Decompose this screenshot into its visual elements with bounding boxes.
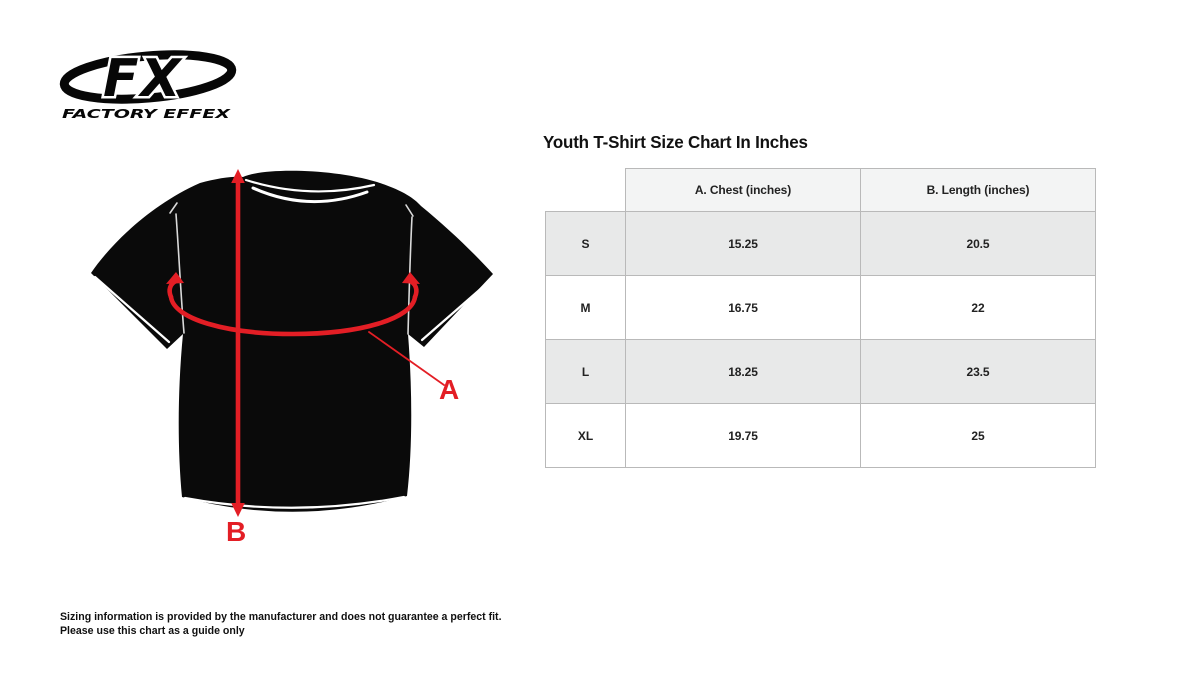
factory-effex-logo: FX FACTORY EFFEX: [59, 48, 237, 121]
cell-length: 25: [860, 403, 1096, 468]
length-arrowhead-top: [231, 169, 245, 183]
cell-size: M: [545, 275, 626, 340]
cell-length: 20.5: [860, 211, 1096, 276]
tape-arrowhead-right: [402, 272, 420, 284]
table-row-l: L 18.25 23.5: [545, 339, 1096, 404]
logo-fx-text: FX: [103, 49, 184, 109]
col-header-chest: A. Chest (inches): [625, 168, 861, 212]
label-a-leader-line: [368, 331, 445, 386]
table-row-m: M 16.75 22: [545, 275, 1096, 340]
cell-chest: 19.75: [625, 403, 861, 468]
cell-length: 23.5: [860, 339, 1096, 404]
col-header-size: [546, 169, 626, 212]
tshirt-measurement-diagram: A B: [91, 169, 494, 547]
cell-chest: 15.25: [625, 211, 861, 276]
length-measure-arrow: [231, 169, 245, 517]
logo-brand-text: FACTORY EFFEX: [62, 107, 231, 121]
length-arrowhead-bottom: [231, 503, 245, 517]
cell-chest: 16.75: [625, 275, 861, 340]
logo-oval: [59, 50, 237, 104]
cell-chest: 18.25: [625, 339, 861, 404]
col-header-length: B. Length (inches): [860, 168, 1096, 212]
length-label-b: B: [226, 516, 246, 547]
cell-size: XL: [545, 403, 626, 468]
tshirt-silhouette: [91, 170, 493, 512]
size-chart-table: A. Chest (inches) B. Length (inches) S 1…: [545, 168, 1096, 468]
disclaimer-line2: Please use this chart as a guide only: [60, 624, 245, 637]
chest-measure-tape: [166, 272, 445, 386]
table-row-s: S 15.25 20.5: [545, 211, 1096, 276]
disclaimer: Sizing information is provided by the ma…: [60, 611, 502, 638]
chest-label-a: A: [439, 374, 459, 405]
table-row-xl: XL 19.75 25: [545, 403, 1096, 468]
tape-arrowhead-left: [166, 272, 184, 284]
tshirt-stitch-details: [93, 178, 494, 509]
disclaimer-line1: Sizing information is provided by the ma…: [60, 611, 502, 623]
size-chart-title: Youth T-Shirt Size Chart In Inches: [543, 132, 808, 152]
cell-length: 22: [860, 275, 1096, 340]
cell-size: S: [545, 211, 626, 276]
cell-size: L: [545, 339, 626, 404]
header-row: A. Chest (inches) B. Length (inches): [546, 168, 1096, 212]
